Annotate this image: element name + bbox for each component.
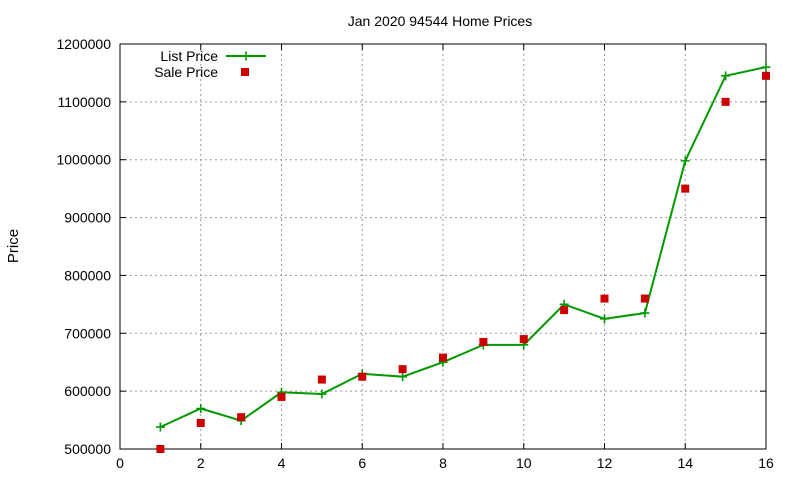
sale-price-point	[196, 418, 205, 427]
x-tick-label: 0	[116, 455, 124, 471]
list-price-point	[640, 308, 650, 318]
axis-ticks: 0 2 4 6 8 10 12 14 16 500000 600000 700000 800000 900…	[56, 36, 774, 471]
sale-price-point	[439, 353, 447, 362]
sale-price-point	[560, 306, 569, 315]
legend-square-swatch	[241, 68, 249, 76]
x-tick-label: 16	[758, 455, 774, 471]
list-price-line	[159, 66, 767, 428]
x-tick-label: 10	[516, 455, 532, 471]
x-tick-label: 8	[439, 455, 447, 471]
list-price-point	[721, 71, 731, 81]
y-tick-label: 600000	[64, 383, 111, 399]
sale-price-point	[640, 294, 649, 303]
sale-price-point	[317, 375, 326, 384]
sale-price-point	[156, 445, 165, 453]
sale-price-point	[237, 413, 246, 422]
y-tick-label: 1000000	[56, 152, 111, 168]
sale-price-point	[277, 392, 286, 401]
chart-title: Jan 2020 94544 Home Prices	[348, 13, 532, 29]
series-layer	[155, 62, 771, 453]
y-tick-label: 900000	[64, 210, 111, 226]
legend-label: Sale Price	[154, 64, 218, 80]
list-price-point	[196, 404, 206, 413]
sale-price-point	[479, 337, 488, 346]
grid-lines	[120, 44, 766, 449]
x-tick-label: 14	[677, 455, 693, 471]
y-tick-label: 1100000	[58, 94, 112, 110]
y-tick-label: 500000	[64, 441, 111, 457]
list-price-point	[398, 372, 408, 382]
y-tick-label: 700000	[64, 325, 111, 341]
sale-price-point	[762, 71, 770, 80]
sale-price-point	[600, 294, 609, 303]
x-tick-label: 2	[197, 455, 205, 471]
sale-price-point	[519, 335, 528, 344]
legend-cross-swatch	[241, 51, 251, 61]
x-tick-label: 12	[597, 455, 613, 471]
sale-price-point	[358, 372, 367, 381]
sale-price-point	[681, 184, 690, 193]
x-tick-label: 6	[358, 455, 366, 471]
sale-price-point	[721, 97, 730, 106]
list-price-point	[680, 156, 690, 166]
sale-price-point	[398, 365, 407, 374]
y-tick-label: 800000	[64, 267, 111, 283]
list-price-point	[317, 389, 327, 399]
list-price-point	[600, 314, 609, 324]
y-axis-label: Price	[5, 229, 22, 263]
list-price-point	[155, 422, 165, 432]
y-tick-label: 1200000	[56, 36, 111, 52]
x-tick-label: 4	[278, 455, 286, 471]
legend-label: List Price	[160, 48, 218, 64]
list-price-point	[761, 62, 771, 72]
